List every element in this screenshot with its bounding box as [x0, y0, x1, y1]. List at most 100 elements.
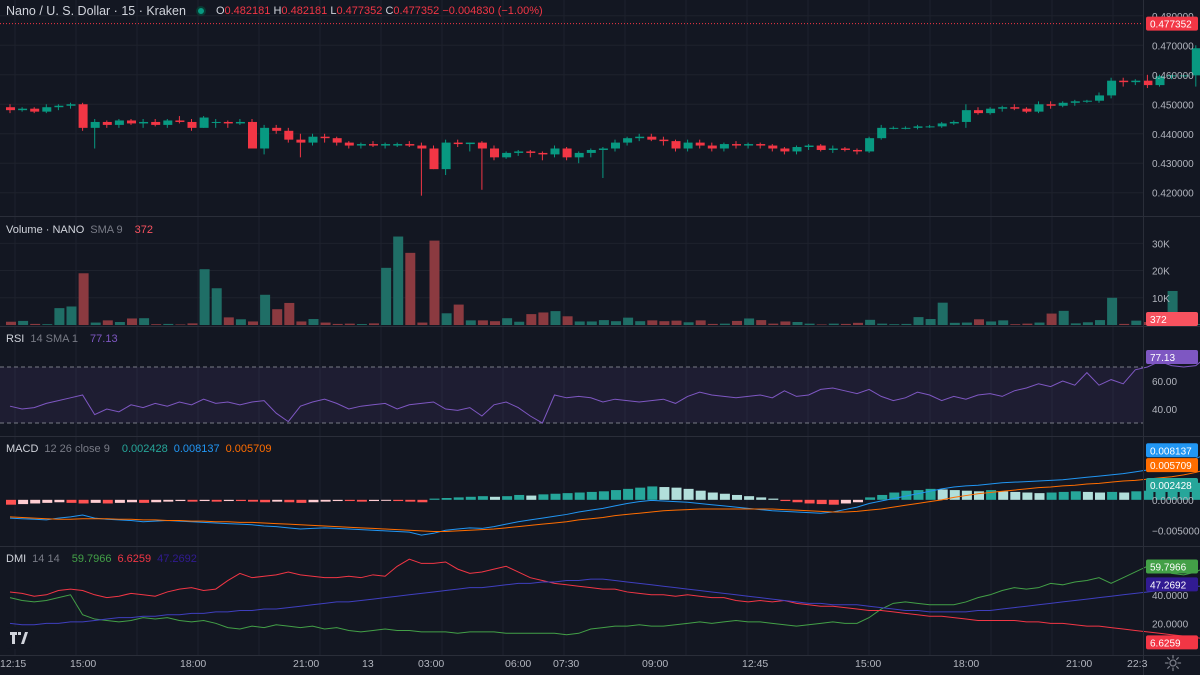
- volume-bar: [235, 319, 246, 325]
- volume-bar: [78, 273, 89, 325]
- macd-histogram-bar: [272, 499, 283, 502]
- volume-bar: [502, 318, 513, 325]
- candle-body: [344, 142, 354, 146]
- tradingview-logo-icon[interactable]: [6, 627, 32, 649]
- dmi-title[interactable]: DMI: [6, 553, 27, 565]
- macd-histogram-bar: [1082, 491, 1093, 500]
- candle-body: [707, 145, 717, 149]
- rsi-legend[interactable]: RSI 14 SMA 1 77.13: [6, 333, 118, 345]
- open-label: O: [215, 5, 225, 17]
- candle-body: [6, 107, 15, 111]
- macd-histogram-bar: [54, 499, 65, 503]
- market-status-icon: [195, 6, 206, 16]
- macd-histogram-bar: [369, 499, 379, 502]
- candle-body: [877, 127, 887, 139]
- candle-body: [1082, 100, 1092, 102]
- candle-body: [151, 121, 161, 125]
- candle-body: [54, 105, 64, 108]
- rsi-pane[interactable]: [0, 347, 1200, 424]
- price-axis-label: 0.440000: [1152, 130, 1194, 141]
- candle-body: [1095, 95, 1104, 101]
- dmi-minus-current-label-bg: [1146, 635, 1198, 650]
- time-axis-label: 07:30: [553, 658, 579, 670]
- candle-body: [78, 104, 88, 128]
- candle-body: [163, 120, 173, 125]
- time-axis-label: 13: [362, 658, 374, 670]
- volume-bar: [248, 321, 258, 325]
- macd-title[interactable]: MACD: [6, 443, 39, 455]
- macd-histogram-bar: [453, 497, 464, 500]
- dmi-params: 14 14: [32, 553, 60, 565]
- volume-bar: [260, 294, 271, 325]
- volume-bar: [538, 312, 549, 325]
- candle-body: [284, 130, 294, 140]
- macd-pane[interactable]: [6, 451, 1200, 536]
- close-label: C: [385, 5, 394, 17]
- macd-histogram-bar: [853, 499, 863, 503]
- macd-histogram-bar: [308, 499, 319, 503]
- time-axis-label: 03:00: [418, 658, 444, 670]
- volume-bar: [30, 323, 41, 325]
- rsi-axis-label: 60.00: [1152, 377, 1177, 388]
- candle-body: [356, 144, 366, 146]
- macd-histogram-bar: [151, 499, 162, 503]
- candle-body: [114, 120, 124, 125]
- price-axis[interactable]: 0.4800000.4700000.4600000.4500000.440000…: [1146, 12, 1200, 650]
- volume-bar: [90, 322, 101, 325]
- high-label: H: [273, 5, 282, 17]
- time-axis-label: 18:00: [180, 658, 206, 670]
- volume-bar: [719, 323, 730, 325]
- candle-body: [1010, 107, 1020, 109]
- volume-bar: [647, 320, 658, 325]
- candle-body: [272, 127, 282, 131]
- dmi-plus-line: [9, 565, 1200, 636]
- volume-legend[interactable]: Volume · NANO SMA 9 372: [6, 224, 153, 236]
- candle-body: [139, 121, 149, 124]
- dmi-plus-current-label: 59.7966: [1150, 563, 1187, 574]
- price-axis-label: 0.460000: [1152, 71, 1194, 82]
- dmi-legend[interactable]: DMI 14 14 59.7966 6.6259 47.2692: [6, 553, 197, 565]
- time-axis-label: 18:00: [953, 658, 979, 670]
- volume-bar: [320, 322, 331, 325]
- macd-legend[interactable]: MACD 12 26 close 9 0.002428 0.008137 0.0…: [6, 443, 272, 455]
- candle-body: [562, 148, 572, 158]
- candle-body: [502, 152, 512, 158]
- settings-gear-icon[interactable]: [1164, 654, 1182, 672]
- macd-histogram-bar: [127, 499, 137, 503]
- macd-histogram-bar: [78, 499, 89, 504]
- volume-bar: [453, 304, 464, 325]
- volume-title[interactable]: Volume · NANO: [6, 224, 85, 236]
- volume-bar: [6, 321, 16, 325]
- time-axis-label: 06:00: [505, 658, 531, 670]
- macd-histogram-bar: [550, 493, 561, 500]
- candle-body: [514, 151, 524, 153]
- candle-body: [683, 142, 693, 149]
- volume-bar: [465, 320, 476, 325]
- volume-pane[interactable]: [0, 236, 1200, 325]
- candle-body: [1046, 104, 1056, 106]
- macd-histogram-bar: [889, 492, 900, 500]
- macd-hist-current-label-bg: [1146, 478, 1198, 493]
- macd-histogram-bar: [913, 490, 924, 500]
- price-pane[interactable]: [0, 8, 1200, 196]
- candle-body: [30, 108, 40, 112]
- macd-histogram-bar: [937, 489, 948, 500]
- rsi-title[interactable]: RSI: [6, 333, 25, 345]
- candle-body: [925, 126, 935, 128]
- candle-body: [998, 107, 1008, 109]
- macd-histogram-bar: [695, 490, 706, 500]
- time-axis-label: 15:00: [70, 658, 96, 670]
- price-axis-label: 0.470000: [1152, 41, 1194, 52]
- symbol-legend[interactable]: Nano / U. S. Dollar · 15 · Kraken O0.482…: [6, 4, 543, 18]
- candle-body: [598, 148, 608, 150]
- candle-body: [623, 138, 633, 143]
- macd-histogram-bar: [18, 499, 29, 505]
- time-axis[interactable]: 12:15 15:00 18:00 21:00 13 03:00 06:00 07:30 09:…: [0, 658, 1148, 670]
- dmi-pane[interactable]: [9, 558, 1200, 642]
- symbol-title[interactable]: Nano / U. S. Dollar · 15 · Kraken: [6, 4, 186, 18]
- volume-bar: [1107, 297, 1118, 325]
- volume-bar: [598, 320, 609, 325]
- volume-bar: [1058, 310, 1069, 325]
